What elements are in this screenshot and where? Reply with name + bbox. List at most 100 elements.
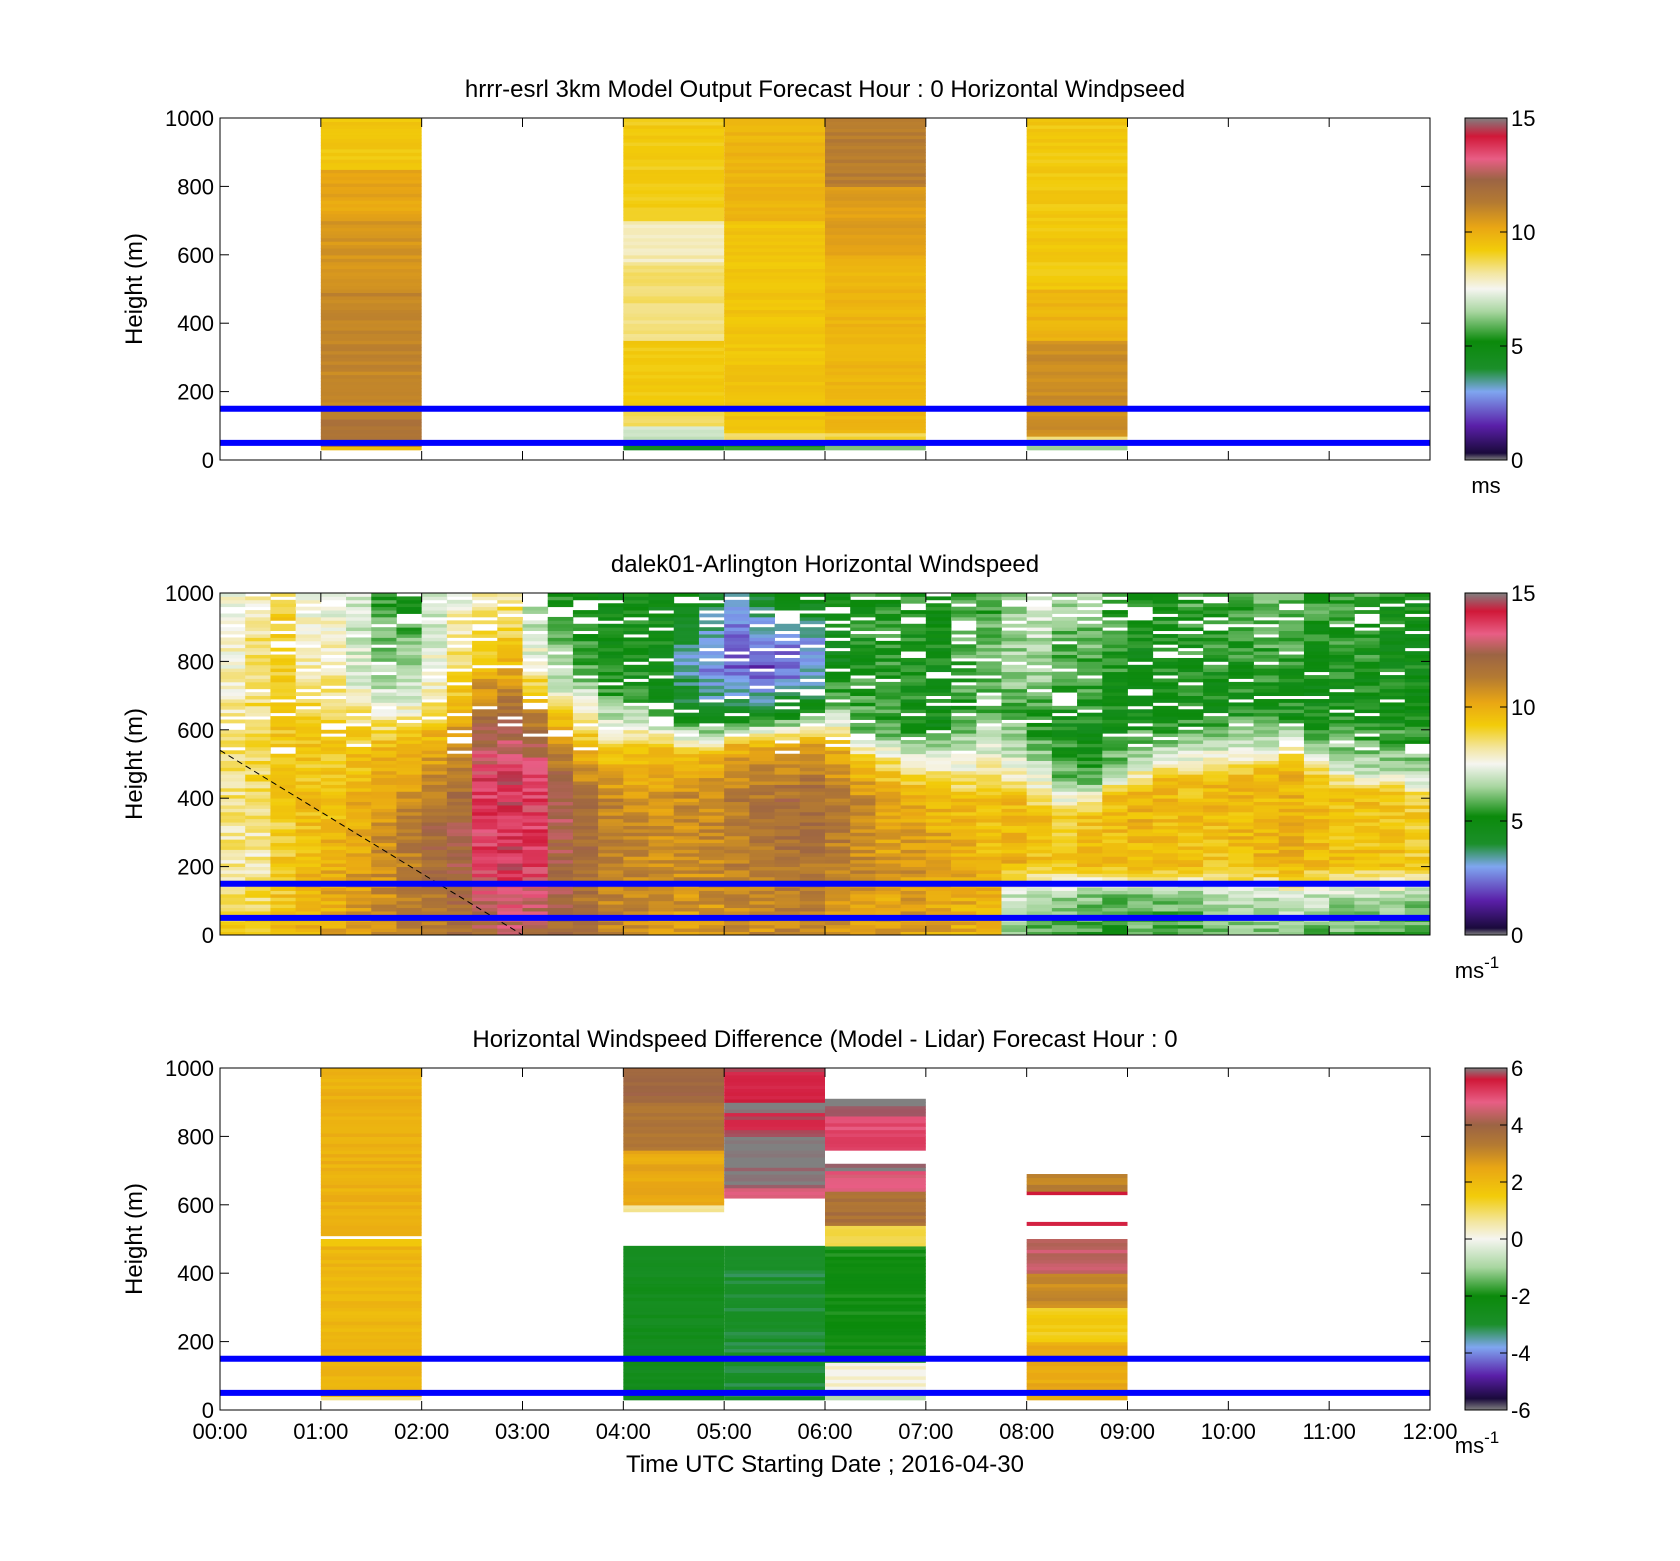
heatmap-cell [850, 760, 876, 765]
heatmap-cell [1102, 637, 1128, 642]
heatmap-cell [421, 931, 448, 935]
heatmap-cell [1354, 808, 1380, 813]
heatmap-cell [547, 702, 574, 707]
heatmap-cell [673, 736, 700, 741]
heatmap-cell [623, 326, 725, 331]
heatmap-cell [724, 395, 825, 400]
heatmap-cell [1253, 705, 1280, 710]
heatmap-cell [472, 767, 498, 772]
heatmap-cell [925, 627, 952, 632]
heatmap-cell [446, 774, 473, 779]
heatmap-cell [1051, 928, 1078, 932]
heatmap-cell [295, 729, 322, 734]
heatmap-cell [1177, 835, 1204, 840]
heatmap-cell [1329, 832, 1355, 837]
heatmap-cell [825, 640, 851, 645]
heatmap-cell [648, 890, 675, 895]
heatmap-cell [472, 668, 498, 673]
heatmap-cell [472, 931, 498, 935]
heatmap-cell [1253, 904, 1280, 909]
heatmap-cell [572, 887, 599, 891]
heatmap-cell [1303, 640, 1330, 645]
heatmap-cell [623, 418, 725, 423]
heatmap-cell [925, 712, 952, 717]
heatmap-cell [724, 429, 825, 434]
heatmap-cell [951, 661, 977, 666]
heatmap-cell [825, 377, 926, 382]
heatmap-cell [1127, 828, 1154, 833]
heatmap-cell [825, 145, 926, 150]
heatmap-cell [875, 928, 902, 932]
heatmap-cell [1278, 767, 1305, 772]
heatmap-cell [1329, 859, 1355, 864]
heatmap-cell [673, 634, 700, 638]
heatmap-cell [346, 873, 372, 878]
heatmap-cell [673, 866, 700, 871]
heatmap-cell [825, 911, 851, 915]
heatmap-cell [724, 138, 825, 143]
heatmap-cell [270, 606, 297, 611]
heatmap-cell [1379, 740, 1406, 744]
heatmap-cell [1152, 722, 1179, 727]
heatmap-cell [320, 620, 347, 625]
heatmap-cell [1051, 709, 1078, 714]
heatmap-cell [774, 692, 801, 696]
heatmap-cell [320, 312, 422, 317]
heatmap-cell [1152, 805, 1179, 809]
heatmap-cell [472, 890, 498, 895]
heatmap-cell [421, 897, 448, 902]
heatmap-cell [1051, 722, 1078, 727]
heatmap-cell [799, 815, 826, 820]
heatmap-cell [295, 842, 322, 847]
heatmap-cell [749, 794, 775, 799]
heatmap-cell [951, 746, 977, 751]
heatmap-cell [623, 165, 725, 170]
heatmap-cell [825, 364, 926, 369]
heatmap-cell [295, 822, 322, 826]
heatmap-cell [850, 921, 876, 926]
heatmap-cell [497, 859, 523, 864]
heatmap-cell [396, 753, 423, 758]
heatmap-cell [371, 733, 397, 738]
heatmap-cell [825, 760, 851, 765]
heatmap-cell [497, 709, 523, 714]
heatmap-cell [976, 924, 1002, 929]
heatmap-cell [925, 805, 952, 809]
heatmap-cell [320, 870, 347, 874]
heatmap-cell [1203, 928, 1229, 932]
heatmap-cell [1177, 613, 1204, 618]
heatmap-cell [1177, 757, 1204, 761]
heatmap-cell [472, 644, 498, 649]
heatmap-cell [1102, 825, 1128, 830]
heatmap-cell [774, 634, 801, 638]
heatmap-cell [1404, 781, 1430, 785]
heatmap-cell [598, 746, 624, 751]
heatmap-cell [270, 657, 297, 662]
heatmap-cell [875, 695, 902, 700]
heatmap-cell [623, 681, 649, 686]
heatmap-cell [1152, 661, 1179, 666]
heatmap-cell [698, 794, 725, 799]
heatmap-cell [1102, 818, 1128, 823]
heatmap-cell [320, 811, 347, 816]
heatmap-cell [320, 176, 422, 181]
heatmap-cell [1077, 924, 1103, 929]
heatmap-cell [850, 661, 876, 666]
heatmap-cell [1077, 805, 1103, 809]
heatmap-cell [245, 647, 271, 652]
heatmap-cell [1303, 900, 1330, 905]
heatmap-cell [900, 835, 927, 840]
heatmap-cell [446, 805, 473, 809]
heatmap-cell [1404, 767, 1430, 772]
heatmap-cell [1379, 753, 1406, 758]
heatmap-cell [850, 822, 876, 826]
heatmap-cell [623, 907, 649, 912]
heatmap-cell [825, 244, 926, 249]
heatmap-cell [1077, 722, 1103, 727]
heatmap-cell [925, 787, 952, 792]
heatmap-cell [1102, 866, 1128, 871]
heatmap-cell [295, 671, 322, 676]
heatmap-cell [446, 640, 473, 645]
heatmap-cell [1001, 832, 1028, 837]
